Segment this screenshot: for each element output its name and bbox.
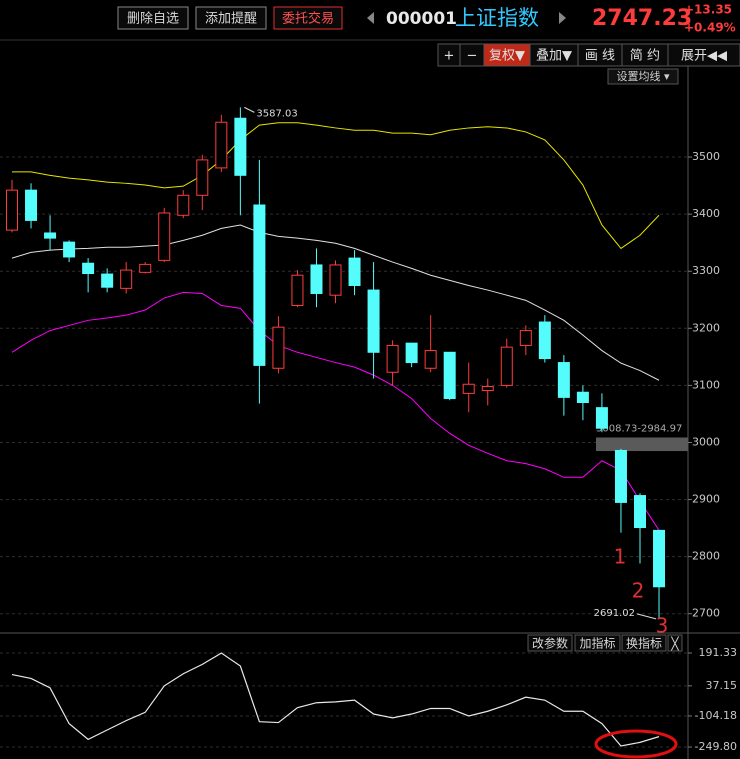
band-line xyxy=(11,291,660,531)
candle-body xyxy=(291,274,304,306)
next-arrow[interactable] xyxy=(559,12,566,24)
indicator-button-label[interactable]: ╳ xyxy=(670,636,679,651)
candle-body xyxy=(653,529,666,588)
step-marker: 2 xyxy=(632,579,645,603)
indicator-button[interactable] xyxy=(527,634,573,652)
y-tick-label: 2900 xyxy=(692,493,720,506)
candle-body xyxy=(177,194,190,216)
candle-body xyxy=(405,342,418,364)
header-button[interactable] xyxy=(117,6,189,30)
chart-tool-label[interactable]: + xyxy=(444,49,455,64)
chart-tool-label[interactable]: 复权▼ xyxy=(489,48,525,64)
candle-body xyxy=(462,383,475,394)
y-tick-label: 2800 xyxy=(692,550,720,563)
candle-body xyxy=(614,449,627,503)
candle-body xyxy=(367,289,380,353)
prev-arrow[interactable] xyxy=(367,12,374,24)
indicator-button-label[interactable]: 加指标 xyxy=(579,636,615,651)
candle-body xyxy=(253,204,266,366)
chart-tool-button[interactable] xyxy=(667,43,740,67)
y-tick-label: 3000 xyxy=(692,435,720,448)
y-tick-label: 3200 xyxy=(692,321,720,334)
candle-body xyxy=(576,391,589,404)
candle-body xyxy=(348,257,361,286)
y-tick-label: 3500 xyxy=(692,150,720,163)
y-tick-label: 3300 xyxy=(692,264,720,277)
band-line xyxy=(12,122,660,250)
candle-body xyxy=(329,264,342,296)
header-button-label[interactable]: 添加提醒 xyxy=(205,11,257,27)
candle-body xyxy=(120,269,133,289)
stock-name: 上证指数 xyxy=(455,6,539,30)
indicator-button[interactable] xyxy=(574,634,621,652)
candle-body xyxy=(500,346,513,386)
y-tick-label: -249.80 xyxy=(695,740,737,753)
indicator-line xyxy=(11,652,660,747)
header-button[interactable] xyxy=(273,6,343,30)
y-tick-label: 191.33 xyxy=(699,646,738,659)
candle-body xyxy=(82,262,95,275)
candle-body xyxy=(234,117,247,176)
indicator-button[interactable] xyxy=(621,634,667,652)
candle-body xyxy=(139,263,152,273)
header-button[interactable] xyxy=(195,6,267,30)
band-line xyxy=(11,224,660,381)
range-band-label: 3008.73-2984.97 xyxy=(596,423,682,434)
candle-body xyxy=(481,386,494,392)
ma-setting-label[interactable]: 设置均线 ▾ xyxy=(616,69,669,83)
candle-body xyxy=(538,321,551,360)
high-label: 3587.03 xyxy=(256,108,297,119)
y-tick-label: -104.18 xyxy=(695,709,737,722)
candle-body xyxy=(595,407,608,429)
low-label: 2691.02 xyxy=(594,608,635,619)
step-marker: 3 xyxy=(656,614,669,638)
candle-body xyxy=(519,330,532,346)
indicator-button-label[interactable]: 换指标 xyxy=(626,636,662,651)
indicator-button-label[interactable]: 改参数 xyxy=(532,636,568,651)
candle-body xyxy=(386,344,399,373)
candle-body xyxy=(557,362,570,398)
chart-tool-label[interactable]: − xyxy=(467,49,478,64)
y-tick-label: 2700 xyxy=(692,607,720,620)
y-tick-label: 37.15 xyxy=(706,679,738,692)
stock-price: 2747.23 xyxy=(592,6,692,31)
indicator-button[interactable] xyxy=(667,634,683,652)
candle-body xyxy=(633,495,646,529)
y-tick-label: 3100 xyxy=(692,378,720,391)
chart-tool-label[interactable]: 简 约 xyxy=(630,48,660,64)
candle-body xyxy=(272,326,285,369)
candle-body xyxy=(63,241,76,258)
candle-body xyxy=(6,189,18,231)
chart-tool-label[interactable]: 画 线 xyxy=(585,49,615,64)
y-tick-label: 3400 xyxy=(692,207,720,220)
high-arrow xyxy=(244,106,255,113)
price-change-pct: +0.49% xyxy=(684,21,736,35)
header-button-label[interactable]: 委托交易 xyxy=(282,11,334,27)
ma-setting-button[interactable] xyxy=(607,68,679,85)
chart-tool-label[interactable]: 展开◀◀ xyxy=(681,49,727,64)
low-arrow xyxy=(636,613,657,620)
candle-body xyxy=(215,121,228,169)
candle-body xyxy=(424,350,437,369)
chart-tool-label[interactable]: 叠加▼ xyxy=(536,49,572,64)
candle-body xyxy=(310,264,323,294)
stock-code: 000001 xyxy=(386,9,457,29)
candle-body xyxy=(44,232,57,239)
highlight-ellipse xyxy=(594,729,678,759)
range-band xyxy=(596,437,688,452)
candle-body xyxy=(196,159,209,196)
candle-body xyxy=(101,273,114,288)
candle-body xyxy=(443,351,456,400)
price-change: +13.35 xyxy=(684,3,732,17)
candle-body xyxy=(25,189,38,221)
header-button-label[interactable]: 删除自选 xyxy=(127,12,179,27)
candle-body xyxy=(158,212,171,261)
step-marker: 1 xyxy=(614,545,627,569)
